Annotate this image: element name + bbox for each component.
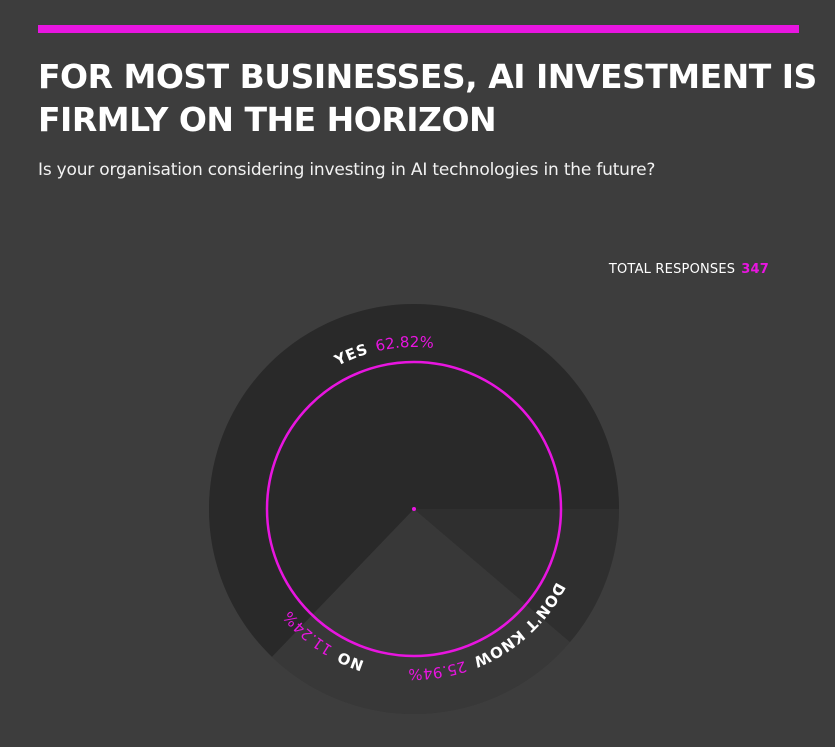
pie-slice-no: [414, 509, 619, 643]
total-responses-label: TOTAL RESPONSES: [608, 262, 736, 277]
survey-question: Is your organisation considering investi…: [38, 160, 656, 180]
total-responses: TOTAL RESPONSES 347: [609, 262, 769, 277]
page-title: FOR MOST BUSINESSES, AI INVESTMENT IS FI…: [38, 57, 817, 139]
pie-slice-yes: [208, 303, 619, 657]
accent-bar: [38, 25, 799, 33]
total-responses-value: 347: [741, 262, 769, 277]
slice-outline-ring: [265, 360, 563, 658]
center-dot: [412, 507, 416, 511]
pie-slice-don-t-know: [271, 509, 570, 714]
